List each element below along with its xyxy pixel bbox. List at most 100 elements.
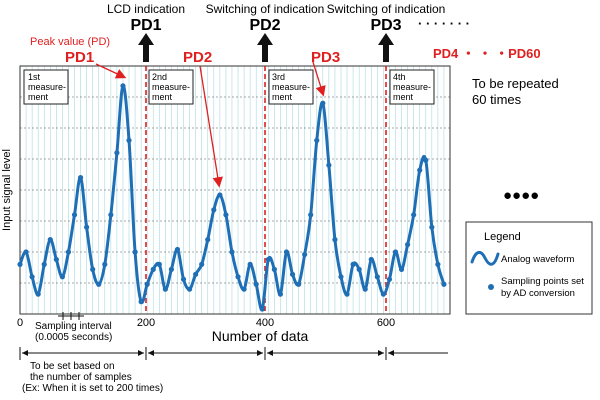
sampling-point — [265, 256, 271, 263]
sampling-point — [162, 286, 168, 292]
sampling-point — [241, 286, 247, 292]
sampling-point — [126, 137, 132, 143]
sampling-point — [380, 291, 386, 297]
svg-text:1st: 1st — [28, 72, 41, 82]
sampling-point — [41, 261, 47, 267]
svg-text:ment: ment — [393, 92, 414, 102]
sampling-point — [217, 192, 223, 198]
sampling-point — [392, 249, 399, 255]
sampling-point — [77, 175, 84, 181]
sampling-point — [386, 276, 393, 282]
sampling-point — [71, 212, 78, 218]
peak-value-label: Peak value (PD) — [30, 36, 110, 48]
sampling-point — [362, 286, 368, 292]
sampling-point — [417, 167, 423, 173]
sampling-point — [326, 162, 332, 168]
sampling-point — [314, 137, 320, 143]
legend-wave-label: Analog waveform — [501, 254, 574, 265]
sampling-point — [47, 237, 53, 243]
up-arrow-icon — [257, 33, 273, 62]
up-arrow-icon — [138, 33, 154, 62]
pd1-red-label: PD1 — [65, 49, 94, 66]
sampling-point — [180, 276, 187, 282]
bottom-interval-arrows — [19, 347, 448, 360]
sampling-point — [156, 261, 162, 267]
x-tick-600: 600 — [377, 317, 395, 329]
svg-text:measure-: measure- — [28, 82, 66, 92]
switching-label-1: Switching of indication — [206, 2, 325, 16]
sampling-point — [174, 246, 181, 253]
sampling-point — [17, 261, 23, 267]
sampling-point — [223, 212, 229, 218]
x-axis-label: Number of data — [212, 328, 309, 344]
sampling-point — [205, 237, 211, 243]
repeat-note: To be repeated — [472, 76, 559, 91]
legend-title: Legend — [484, 231, 521, 243]
sampling-point — [253, 281, 259, 287]
pd3-black-label: PD3 — [370, 17, 401, 34]
sampling-point — [150, 266, 156, 272]
sampling-point — [90, 266, 96, 272]
svg-text:ment: ment — [28, 92, 49, 102]
sampling-point — [441, 281, 447, 287]
sampling-point — [235, 274, 241, 280]
sampling-point — [186, 286, 193, 292]
x-tick-0: 0 — [17, 317, 23, 329]
sampling-point — [259, 306, 265, 312]
pd1-black-label: PD1 — [130, 17, 161, 34]
sampling-point — [108, 212, 114, 218]
sampling-point — [435, 261, 441, 267]
sampling-point — [295, 281, 302, 287]
sampling-point — [29, 274, 35, 280]
sampling-point — [332, 237, 338, 243]
repeat-note-times: 60 times — [472, 92, 522, 107]
switching-label-2: Switching of indication — [327, 2, 446, 16]
sampling-point — [423, 157, 429, 163]
sampling-point — [96, 281, 102, 287]
pd2-black-label: PD2 — [249, 17, 280, 34]
sampling-point — [271, 266, 277, 272]
bottom-note-line2: the number of samples — [30, 372, 132, 383]
sampling-point — [199, 261, 205, 267]
sampling-point — [102, 261, 108, 267]
legend-points-label: Sampling points set — [501, 276, 584, 287]
pd2-red-label: PD2 — [183, 49, 212, 66]
sampling-point — [356, 266, 362, 272]
sampling-point — [247, 261, 253, 267]
sampling-point — [168, 266, 175, 272]
x-tick-200: 200 — [137, 317, 155, 329]
svg-text:measure-: measure- — [152, 82, 190, 92]
sampling-point — [374, 274, 380, 280]
sampling-point — [23, 249, 29, 255]
svg-text:measure-: measure- — [393, 82, 431, 92]
sampling-point — [84, 224, 90, 230]
sampling-point — [65, 249, 72, 255]
up-arrow-icon — [378, 33, 394, 62]
legend: Legend Analog waveform Sampling points s… — [465, 221, 593, 315]
sampling-point — [59, 274, 65, 280]
pd4-60-label: PD4 ・ ・ ・PD60 — [433, 46, 541, 61]
sampling-point — [411, 212, 417, 218]
sampling-point — [193, 271, 199, 277]
lcd-indication-label: LCD indication — [107, 2, 185, 16]
legend-point-icon — [488, 284, 494, 290]
svg-text:2nd: 2nd — [152, 72, 167, 82]
sampling-interval-marker — [58, 312, 84, 320]
sampling-point — [35, 291, 41, 297]
measurement-box-2: 2nd measure- ment — [148, 69, 194, 105]
svg-text:ment: ment — [272, 92, 293, 102]
sampling-point — [338, 274, 344, 280]
sampling-point — [308, 212, 314, 218]
sampling-point — [344, 291, 350, 297]
sampling-point — [132, 249, 138, 255]
top-dots: · · · · · · · — [418, 16, 470, 31]
sampling-point — [289, 271, 296, 277]
sampling-point — [368, 256, 374, 263]
sampling-points — [17, 83, 447, 312]
svg-text:measure-: measure- — [272, 82, 310, 92]
legend-points-label-2: by AD conversion — [501, 288, 575, 299]
sampling-point — [277, 291, 284, 297]
bottom-note-line1: To be set based on — [30, 361, 115, 372]
sampling-point — [229, 249, 235, 255]
